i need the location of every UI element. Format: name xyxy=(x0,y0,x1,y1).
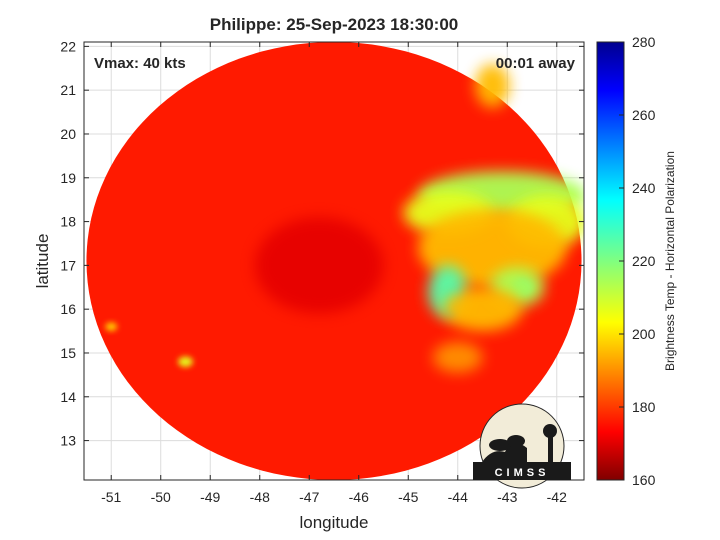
cimss-logo: CIMSS xyxy=(473,403,571,489)
time-away-annotation: 00:01 away xyxy=(496,55,576,72)
x-tick-label: -45 xyxy=(398,489,418,505)
x-tick-label: -50 xyxy=(151,489,171,505)
y-tick-label: 17 xyxy=(60,257,76,273)
x-tick-label: -44 xyxy=(448,489,468,505)
y-tick-label: 22 xyxy=(60,38,76,54)
colorbar-tick-label: 260 xyxy=(632,107,656,123)
brightness-feature xyxy=(475,63,510,108)
y-axis-ticks: 13 14 15 16 17 18 19 20 21 22 xyxy=(60,38,584,449)
colorbar-tick-label: 160 xyxy=(632,472,656,488)
cimss-logo-text: CIMSS xyxy=(495,467,550,479)
storm-center xyxy=(254,217,384,314)
colorbar-tick-label: 200 xyxy=(632,326,656,342)
x-tick-label: -46 xyxy=(349,489,369,505)
x-tick-label: -49 xyxy=(200,489,220,505)
y-tick-label: 16 xyxy=(60,301,76,317)
y-tick-label: 18 xyxy=(60,214,76,230)
plot-frame xyxy=(83,41,585,481)
brightness-feature xyxy=(442,287,523,332)
chart-title: Philippe: 25-Sep-2023 18:30:00 xyxy=(210,15,459,34)
y-axis-label: latitude xyxy=(33,234,52,289)
x-axis-ticks: -51 -50 -49 -48 -47 -46 -45 -44 -43 -42 xyxy=(101,42,567,505)
y-tick-label: 21 xyxy=(60,82,76,98)
colorbar-tick-label: 180 xyxy=(632,399,656,415)
x-tick-label: -43 xyxy=(497,489,517,505)
vmax-annotation: Vmax: 40 kts xyxy=(94,55,186,72)
y-tick-label: 13 xyxy=(60,433,76,449)
brightness-feature xyxy=(178,356,193,367)
y-tick-label: 20 xyxy=(60,126,76,142)
x-tick-label: -42 xyxy=(547,489,567,505)
x-tick-label: -48 xyxy=(250,489,270,505)
brightness-feature xyxy=(105,322,118,332)
colorbar-ticks: 160 180 200 220 240 260 280 xyxy=(619,34,656,488)
x-tick-label: -47 xyxy=(299,489,319,505)
y-tick-label: 14 xyxy=(60,389,76,405)
x-axis-label: longitude xyxy=(299,513,368,532)
colorbar-tick-label: 280 xyxy=(632,34,656,50)
colorbar-label: Brightness Temp - Horizontal Polarizatio… xyxy=(663,151,677,371)
y-tick-label: 19 xyxy=(60,170,76,186)
colorbar-tick-label: 220 xyxy=(632,253,656,269)
brightness-feature xyxy=(433,342,483,373)
colorbar-tick-label: 240 xyxy=(632,180,656,196)
satellite-swath xyxy=(86,42,584,480)
y-tick-label: 15 xyxy=(60,345,76,361)
x-tick-label: -51 xyxy=(101,489,121,505)
